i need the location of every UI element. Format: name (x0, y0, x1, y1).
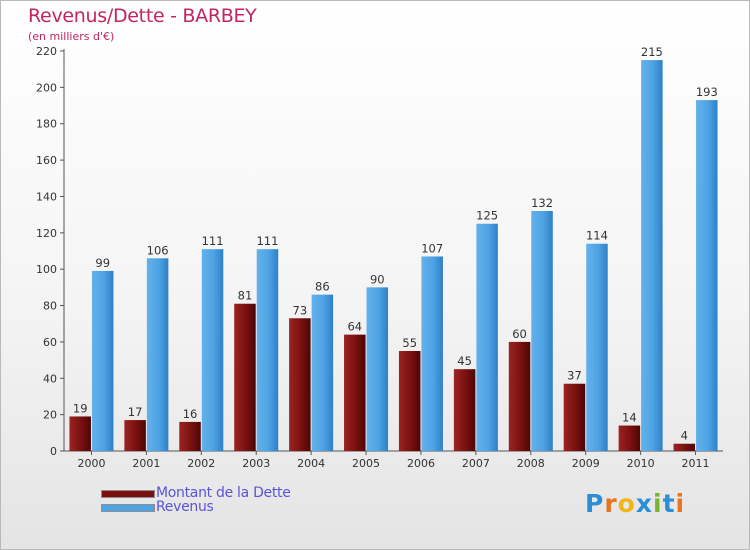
x-tick-label: 2004 (297, 457, 325, 470)
y-tick-label: 160 (36, 154, 57, 167)
data-label-dette: 37 (567, 369, 582, 383)
legend-label-dette: Montant de la Dette (156, 485, 291, 501)
bar-dette (69, 416, 91, 451)
y-tick-label: 200 (36, 81, 57, 94)
bar-dette (398, 351, 421, 451)
logo-letter: i (675, 489, 686, 518)
bar-revenus (311, 294, 334, 451)
x-tick-label: 2002 (187, 457, 215, 470)
bar-revenus (256, 249, 279, 451)
bar-revenus (201, 249, 224, 451)
bar-revenus (366, 287, 389, 451)
proxiti-logo: Proxiti (585, 489, 685, 518)
data-label-revenus: 106 (147, 243, 169, 257)
data-label-dette: 16 (183, 407, 198, 421)
data-label-revenus: 111 (202, 234, 224, 248)
bar-dette (618, 425, 641, 451)
y-tick-label: 80 (43, 300, 57, 313)
x-tick-label: 2007 (462, 457, 490, 470)
bar-dette (289, 318, 311, 451)
x-tick-label: 2001 (132, 457, 160, 470)
data-label-revenus: 215 (641, 45, 663, 59)
bar-dette (453, 369, 476, 451)
bar-dette (234, 303, 256, 451)
bar-dette (124, 420, 146, 451)
bar-revenus (696, 100, 718, 451)
data-label-dette: 45 (457, 354, 472, 368)
logo-letter: x (635, 489, 653, 518)
data-label-dette: 64 (347, 320, 362, 334)
data-label-revenus: 86 (315, 280, 330, 294)
data-label-dette: 19 (73, 401, 88, 415)
y-tick-label: 60 (43, 336, 57, 349)
bar-dette (563, 383, 586, 451)
x-tick-label: 2006 (407, 457, 435, 470)
legend-swatch-dette (101, 490, 155, 498)
x-tick-label: 2000 (77, 457, 105, 470)
y-tick-label: 180 (36, 118, 57, 131)
data-label-revenus: 90 (370, 272, 385, 286)
logo-letter: o (617, 489, 636, 518)
logo-letter: i (653, 489, 663, 518)
bar-dette (673, 443, 696, 451)
data-label-dette: 4 (681, 429, 688, 443)
y-tick-label: 220 (36, 45, 57, 58)
y-tick-label: 20 (43, 409, 57, 422)
logo-letter: P (585, 489, 605, 518)
bar-revenus (531, 211, 553, 451)
x-tick-label: 2010 (627, 457, 655, 470)
data-label-revenus: 132 (531, 196, 553, 210)
bar-dette (508, 341, 531, 451)
data-label-revenus: 107 (421, 241, 443, 255)
chart-title: Revenus/Dette - BARBEY (28, 5, 257, 27)
data-label-dette: 81 (238, 289, 253, 303)
legend-swatch-revenus (101, 504, 155, 512)
data-label-dette: 17 (128, 405, 143, 419)
legend-label-revenus: Revenus (156, 499, 214, 515)
bar-revenus (476, 223, 498, 451)
y-tick-label: 140 (36, 190, 57, 203)
y-tick-label: 0 (50, 445, 57, 458)
y-tick-label: 100 (36, 263, 57, 276)
data-label-dette: 73 (293, 303, 308, 317)
data-label-dette: 14 (622, 411, 637, 425)
bar-dette (344, 334, 366, 451)
x-tick-label: 2011 (682, 457, 710, 470)
chart-subtitle: (en milliers d'€) (28, 30, 115, 43)
data-label-revenus: 193 (696, 85, 718, 99)
bar-revenus (641, 60, 663, 451)
data-label-revenus: 111 (256, 234, 278, 248)
x-tick-label: 2009 (572, 457, 600, 470)
y-tick-label: 40 (43, 372, 57, 385)
x-tick-label: 2003 (242, 457, 270, 470)
bar-revenus (421, 256, 443, 451)
bar-revenus (146, 258, 169, 451)
logo-letter: r (604, 489, 618, 518)
bar-revenus (586, 243, 608, 451)
data-label-dette: 60 (512, 327, 527, 341)
bar-dette (179, 421, 201, 451)
logo-letter: t (662, 489, 676, 518)
bar-revenus (91, 271, 114, 451)
data-label-revenus: 99 (95, 256, 110, 270)
y-tick-label: 120 (36, 227, 57, 240)
data-label-revenus: 114 (586, 229, 608, 243)
data-label-revenus: 125 (476, 209, 498, 223)
data-label-dette: 55 (402, 336, 417, 350)
x-tick-label: 2005 (352, 457, 380, 470)
x-tick-label: 2008 (517, 457, 545, 470)
